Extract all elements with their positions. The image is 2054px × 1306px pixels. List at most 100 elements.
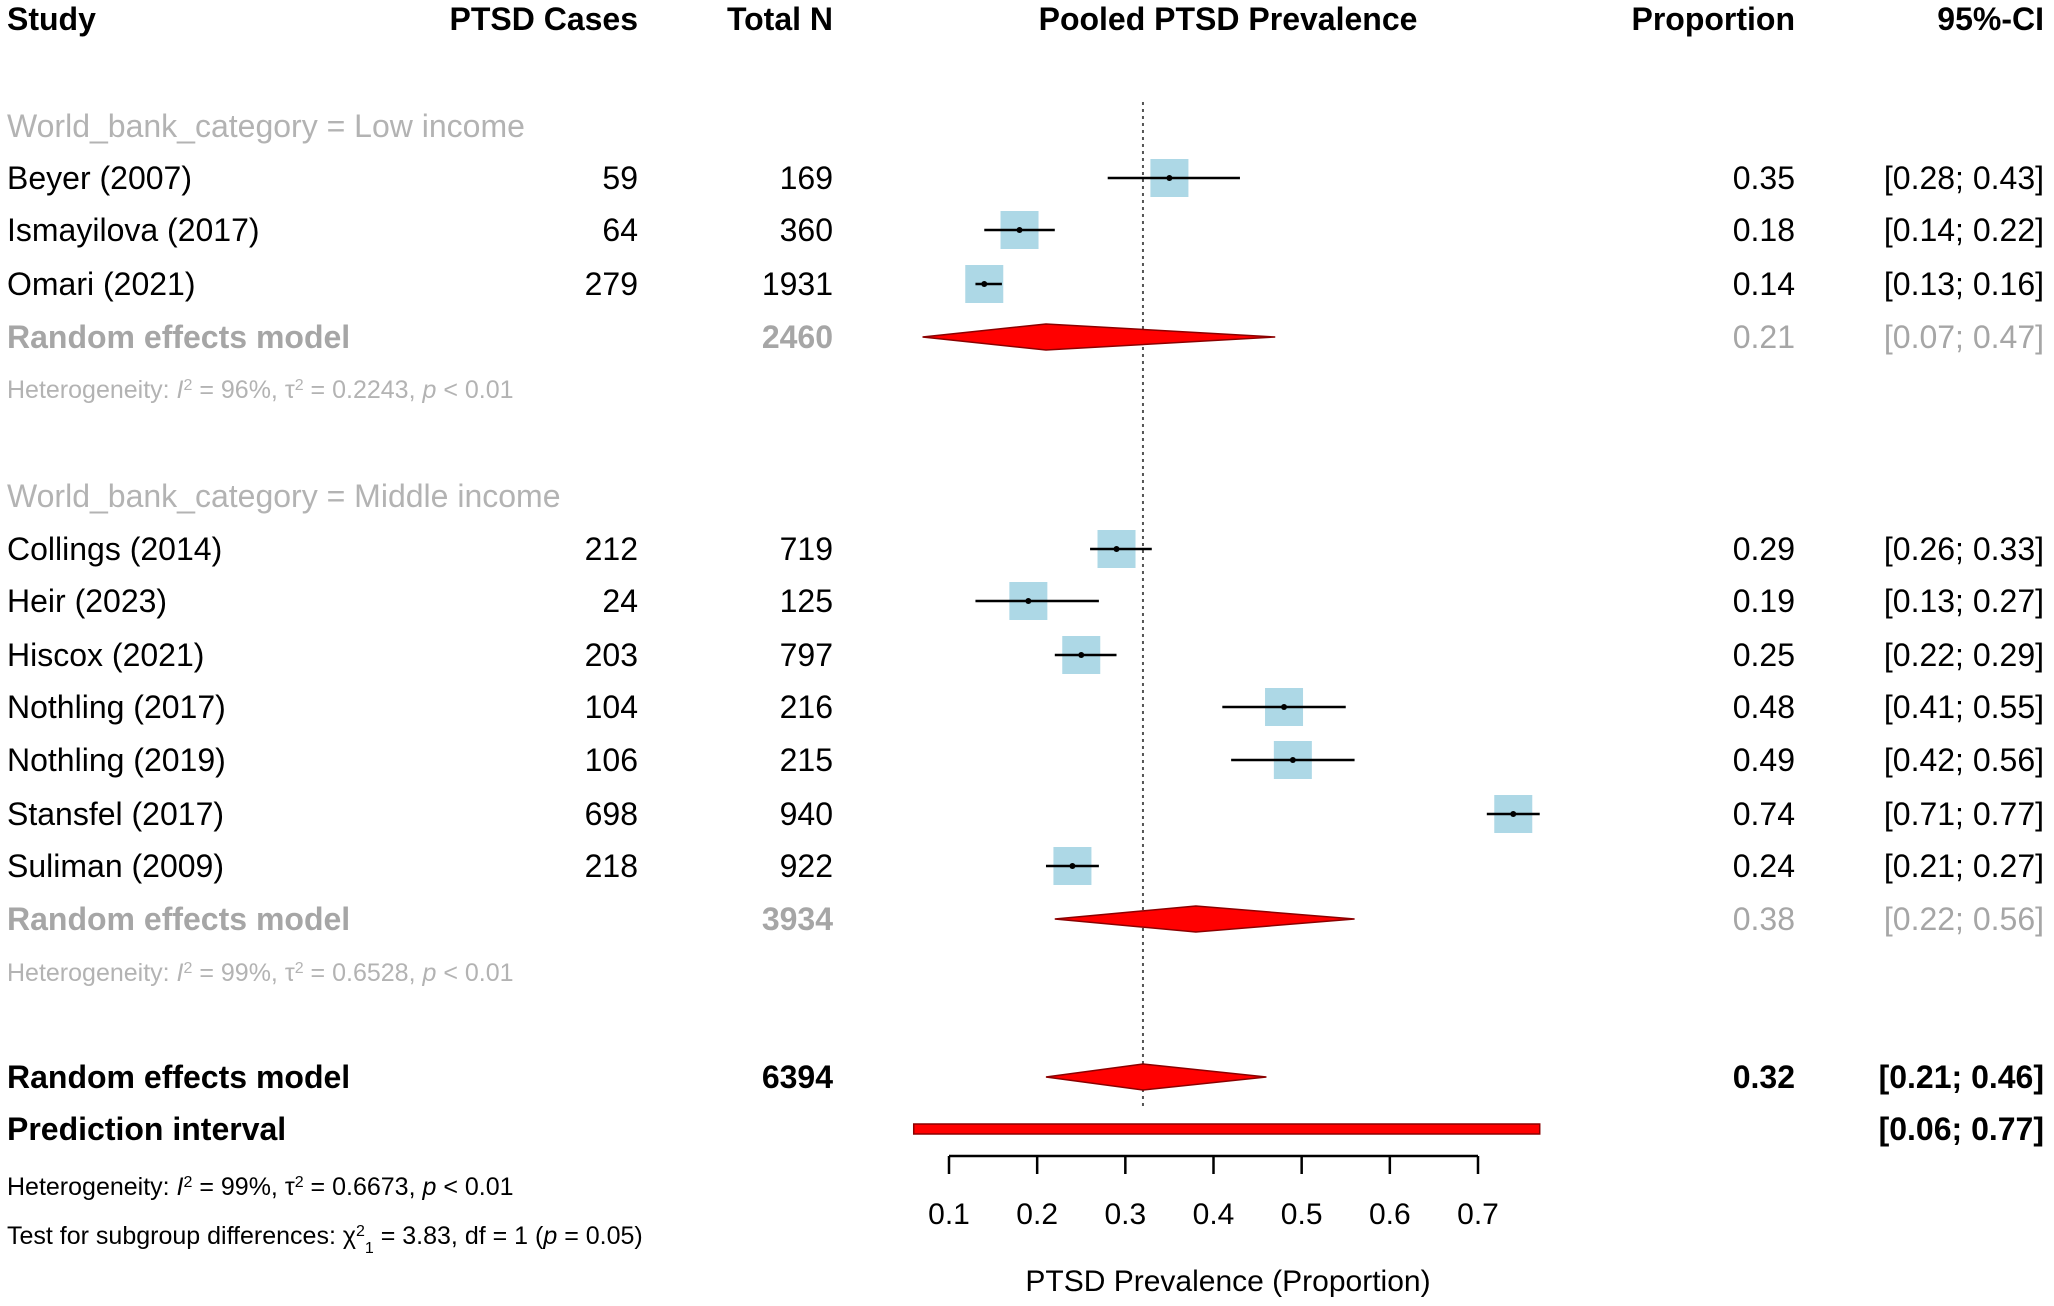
study-total: 719 <box>780 531 833 567</box>
axis-tick-label: 0.3 <box>1104 1198 1146 1231</box>
subgroup-1: World_bank_category = Low income Beyer (2… <box>7 108 2044 404</box>
study-name: Ismayilova (2017) <box>7 212 260 248</box>
study-row: Hiscox (2021) 203 797 0.25 [0.22; 0.29] <box>7 636 2044 674</box>
study-total: 216 <box>780 689 833 725</box>
header-plot-title: Pooled PTSD Prevalence <box>1039 1 1418 37</box>
study-ci: [0.21; 0.27] <box>1884 848 2044 884</box>
study-row: Omari (2021) 279 1931 0.14 [0.13; 0.16] <box>7 265 2044 303</box>
study-proportion: 0.24 <box>1733 848 1795 884</box>
subgroup-pooled-diamond <box>1054 905 1355 933</box>
overall-proportion: 0.32 <box>1733 1059 1795 1095</box>
study-proportion: 0.48 <box>1733 689 1795 725</box>
study-cases: 64 <box>602 212 638 248</box>
study-cases: 279 <box>585 266 638 302</box>
study-total: 215 <box>780 742 833 778</box>
study-row: Ismayilova (2017) 64 360 0.18 [0.14; 0.22] <box>7 211 2044 249</box>
study-total: 940 <box>780 796 833 832</box>
study-point-estimate <box>981 281 988 287</box>
study-name: Omari (2021) <box>7 266 196 302</box>
subgroup-heterogeneity: Heterogeneity: I2 = 99%, τ2 = 0.6528, p … <box>7 959 514 987</box>
overall-total: 6394 <box>762 1059 833 1095</box>
axis-tick-label: 0.2 <box>1016 1198 1058 1231</box>
axis-tick-label: 0.6 <box>1369 1198 1411 1231</box>
study-proportion: 0.25 <box>1733 637 1795 673</box>
axis-tick-label: 0.1 <box>928 1198 970 1231</box>
study-point-estimate <box>1510 811 1517 817</box>
study-cases: 698 <box>585 796 638 832</box>
study-proportion: 0.29 <box>1733 531 1795 567</box>
axis-tick-label: 0.5 <box>1281 1198 1323 1231</box>
study-row: Nothling (2019) 106 215 0.49 [0.42; 0.56] <box>7 741 2044 779</box>
study-proportion: 0.14 <box>1733 266 1795 302</box>
study-name: Heir (2023) <box>7 583 167 619</box>
subgroup-heterogeneity: Heterogeneity: I2 = 96%, τ2 = 0.2243, p … <box>7 376 514 404</box>
header-study: Study <box>7 1 96 37</box>
study-cases: 218 <box>585 848 638 884</box>
prediction-ci: [0.06; 0.77] <box>1879 1111 2044 1147</box>
study-cases: 59 <box>602 160 638 196</box>
study-point-estimate <box>1069 863 1076 869</box>
x-axis: 0.1 0.2 0.3 0.4 0.5 0.6 0.7 PTSD Prevalence (Pr… <box>928 1154 1499 1298</box>
study-proportion: 0.74 <box>1733 796 1795 832</box>
header-95ci: 95%-CI <box>1937 1 2044 37</box>
study-point-estimate <box>1016 227 1023 233</box>
study-total: 797 <box>780 637 833 673</box>
prediction-label: Prediction interval <box>7 1111 286 1147</box>
study-ci: [0.26; 0.33] <box>1884 531 2044 567</box>
study-total: 360 <box>780 212 833 248</box>
study-name: Stansfel (2017) <box>7 796 224 832</box>
header-total-n: Total N <box>727 1 833 37</box>
subgroup-2: World_bank_category = Middle income Colli… <box>7 478 2044 987</box>
study-point-estimate <box>1113 546 1120 552</box>
subgroup-pooled-total: 2460 <box>762 319 833 355</box>
study-name: Nothling (2019) <box>7 742 226 778</box>
study-total: 922 <box>780 848 833 884</box>
subgroup-pooled-ci: [0.22; 0.56] <box>1884 901 2044 937</box>
study-row: Suliman (2009) 218 922 0.24 [0.21; 0.27] <box>7 847 2044 885</box>
study-row: Collings (2014) 212 719 0.29 [0.26; 0.33] <box>7 530 2044 568</box>
study-name: Suliman (2009) <box>7 848 224 884</box>
x-axis-title: PTSD Prevalence (Proportion) <box>1025 1265 1430 1298</box>
column-headers: Study PTSD Cases Total N Pooled PTSD Preval… <box>7 1 2044 37</box>
subgroup-pooled-proportion: 0.38 <box>1733 901 1795 937</box>
axis-tick-label: 0.4 <box>1193 1198 1235 1231</box>
overall-pooled-row: Random effects model 6394 0.32 [0.21; 0.46] <box>7 1059 2044 1095</box>
study-name: Beyer (2007) <box>7 160 192 196</box>
study-cases: 24 <box>602 583 638 619</box>
study-point-estimate <box>1281 704 1288 710</box>
overall-ci: [0.21; 0.46] <box>1879 1059 2044 1095</box>
study-row: Beyer (2007) 59 169 0.35 [0.28; 0.43] <box>7 159 2044 197</box>
overall-diamond <box>1045 1063 1267 1091</box>
study-ci: [0.14; 0.22] <box>1884 212 2044 248</box>
study-point-estimate <box>1289 757 1296 763</box>
subgroup-pooled-label: Random effects model <box>7 901 350 937</box>
study-total: 169 <box>780 160 833 196</box>
study-ci: [0.28; 0.43] <box>1884 160 2044 196</box>
study-ci: [0.13; 0.27] <box>1884 583 2044 619</box>
study-ci: [0.22; 0.29] <box>1884 637 2044 673</box>
study-ci: [0.13; 0.16] <box>1884 266 2044 302</box>
study-proportion: 0.35 <box>1733 160 1795 196</box>
header-proportion: Proportion <box>1631 1 1795 37</box>
subgroup-pooled-row: Random effects model 3934 0.38 [0.22; 0.56] <box>7 901 2044 937</box>
subgroup-pooled-diamond <box>922 323 1276 351</box>
study-name: Collings (2014) <box>7 531 222 567</box>
study-proportion: 0.49 <box>1733 742 1795 778</box>
study-ci: [0.42; 0.56] <box>1884 742 2044 778</box>
subgroup-label: World_bank_category = Middle income <box>7 478 560 514</box>
header-ptsd-cases: PTSD Cases <box>449 1 638 37</box>
axis-tick-label: 0.7 <box>1457 1198 1499 1231</box>
subgroup-test: Test for subgroup differences: χ21 = 3.8… <box>7 1222 643 1257</box>
study-total: 1931 <box>762 266 833 302</box>
study-rows: World_bank_category = Low income Beyer (2… <box>7 108 2044 1257</box>
study-cases: 104 <box>585 689 638 725</box>
subgroup-pooled-row: Random effects model 2460 0.21 [0.07; 0.47] <box>7 319 2044 355</box>
study-proportion: 0.18 <box>1733 212 1795 248</box>
prediction-interval-bar <box>912 1123 1541 1135</box>
subgroup-label: World_bank_category = Low income <box>7 108 525 144</box>
prediction-interval-row: Prediction interval [0.06; 0.77] <box>7 1111 2044 1147</box>
study-point-estimate <box>1166 175 1173 181</box>
study-row: Heir (2023) 24 125 0.19 [0.13; 0.27] <box>7 582 2044 620</box>
study-total: 125 <box>780 583 833 619</box>
